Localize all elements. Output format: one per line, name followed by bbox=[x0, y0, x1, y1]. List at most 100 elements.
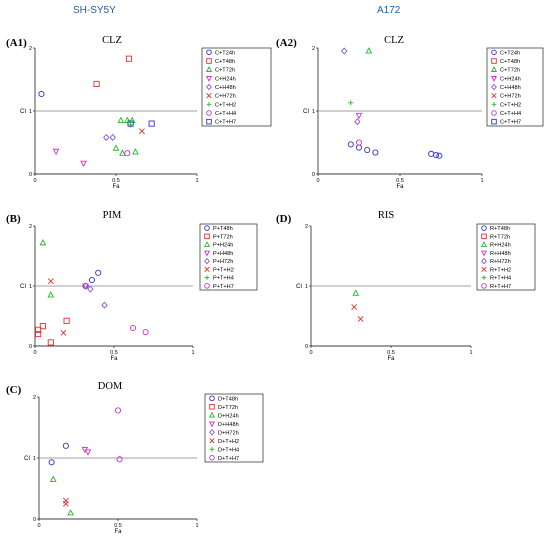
legend-marker bbox=[481, 283, 487, 289]
legend-marker bbox=[206, 118, 212, 125]
data-point bbox=[365, 47, 373, 54]
legend-marker bbox=[206, 49, 212, 56]
data-point bbox=[101, 301, 108, 309]
y-tick-label: 2 bbox=[312, 46, 315, 52]
data-point bbox=[139, 128, 145, 135]
data-point bbox=[351, 304, 358, 310]
data-point bbox=[364, 147, 371, 154]
legend-marker bbox=[208, 421, 216, 428]
legend-label: C+H48h bbox=[500, 85, 521, 91]
legend-label: P+H48h bbox=[213, 251, 233, 257]
data-point bbox=[372, 149, 379, 156]
panel-a2: (A2) CLZ 0 0.5 1 0 1 2 Fa CI C+T24h C+T48h C+T72h C+H… bbox=[276, 35, 544, 190]
x-tick-label: 0 bbox=[316, 178, 319, 184]
legend-label: R+H48h bbox=[490, 251, 511, 257]
legend-marker bbox=[480, 241, 488, 247]
legend-label: C+H24h bbox=[215, 76, 236, 82]
legend-label: C+T+H7 bbox=[500, 120, 521, 126]
legend-label: P+H72h bbox=[213, 259, 233, 265]
data-point bbox=[38, 90, 45, 98]
legend-marker bbox=[490, 76, 498, 82]
data-point bbox=[114, 407, 122, 414]
x-tick-label: 0.5 bbox=[396, 178, 404, 184]
data-point bbox=[355, 112, 363, 120]
data-point bbox=[67, 509, 74, 516]
legend-marker bbox=[491, 118, 497, 125]
data-point bbox=[127, 120, 134, 127]
legend-marker bbox=[491, 110, 497, 116]
x-tick-label: 0 bbox=[37, 523, 40, 529]
legend-marker bbox=[206, 83, 212, 91]
legend-marker bbox=[480, 250, 488, 257]
legend-marker bbox=[481, 257, 487, 265]
data-point bbox=[123, 116, 131, 123]
data-point bbox=[82, 283, 89, 290]
legend-label: D+T48h bbox=[218, 396, 238, 402]
data-point bbox=[348, 100, 354, 106]
legend-label: R+T+H7 bbox=[490, 284, 511, 290]
data-point bbox=[148, 120, 155, 127]
x-tick-label: 0.5 bbox=[112, 178, 120, 184]
y-tick-label: 1 bbox=[305, 284, 308, 290]
legend-marker bbox=[208, 411, 216, 418]
data-point bbox=[127, 122, 134, 128]
legend-label: P+T+H2 bbox=[213, 267, 234, 273]
y-tick-label: 1 bbox=[29, 109, 32, 115]
legend-label: D+T+H7 bbox=[218, 456, 239, 462]
y-axis-label: CI bbox=[296, 284, 302, 290]
legend-label: R+T72h bbox=[490, 234, 510, 240]
panel-a1: (A1) CLZ 0 0.5 1 0 1 2 Fa CI C+T24h C+T48h C+T72h C+H… bbox=[6, 35, 272, 190]
legend-marker bbox=[206, 110, 212, 116]
y-tick-label: 1 bbox=[29, 284, 32, 290]
legend-marker bbox=[481, 225, 487, 231]
legend-marker bbox=[203, 241, 211, 247]
legend-marker bbox=[491, 49, 497, 56]
x-tick-label: 0.5 bbox=[110, 350, 118, 356]
panel-label: (B) bbox=[6, 213, 21, 225]
legend-marker bbox=[204, 266, 210, 272]
legend-label: P+T48h bbox=[213, 226, 233, 232]
data-point bbox=[125, 55, 133, 62]
panel-title: DOM bbox=[98, 381, 123, 392]
x-tick-label: 0.5 bbox=[114, 523, 122, 529]
data-point bbox=[95, 269, 102, 276]
y-tick-label: 2 bbox=[29, 46, 32, 52]
legend-marker bbox=[481, 266, 487, 272]
data-point bbox=[63, 317, 70, 324]
x-axis-label: Fa bbox=[396, 184, 404, 190]
legend-marker bbox=[205, 76, 213, 82]
y-axis-label: CI bbox=[24, 456, 30, 462]
legend-label: D+H72h bbox=[218, 430, 239, 436]
data-point bbox=[341, 47, 348, 55]
data-point bbox=[39, 323, 46, 330]
legend-marker bbox=[491, 102, 497, 107]
legend-label: D+T+H2 bbox=[218, 439, 239, 445]
data-point bbox=[112, 144, 120, 151]
legend-label: P+T+H7 bbox=[213, 284, 234, 290]
legend-label: R+T+H4 bbox=[490, 276, 511, 282]
legend-label: C+T+H4 bbox=[215, 111, 236, 117]
data-point bbox=[109, 133, 116, 141]
y-tick-label: 0 bbox=[29, 344, 32, 350]
data-point bbox=[436, 152, 443, 159]
legend-label: D+H48h bbox=[218, 422, 239, 428]
legend-marker bbox=[209, 446, 215, 452]
legend-label: R+T+H2 bbox=[490, 267, 511, 273]
panel-label: (D) bbox=[276, 213, 292, 225]
data-point bbox=[35, 330, 42, 338]
legend-label: C+T72h bbox=[500, 68, 520, 74]
x-tick-label: 0 bbox=[33, 178, 36, 184]
panel-title: PIM bbox=[103, 210, 122, 221]
legend-marker bbox=[209, 404, 215, 410]
legend-marker bbox=[204, 283, 210, 289]
legend-label: D+H24h bbox=[218, 413, 239, 419]
x-tick-label: 1 bbox=[469, 350, 472, 356]
data-point bbox=[39, 238, 47, 246]
legend-label: P+T72h bbox=[213, 234, 233, 240]
legend-label: P+H24h bbox=[213, 243, 233, 249]
data-point bbox=[124, 150, 131, 157]
y-axis-label: CI bbox=[20, 109, 26, 115]
data-point bbox=[62, 442, 69, 449]
data-point bbox=[116, 456, 123, 463]
legend-label: R+T48h bbox=[490, 226, 510, 232]
